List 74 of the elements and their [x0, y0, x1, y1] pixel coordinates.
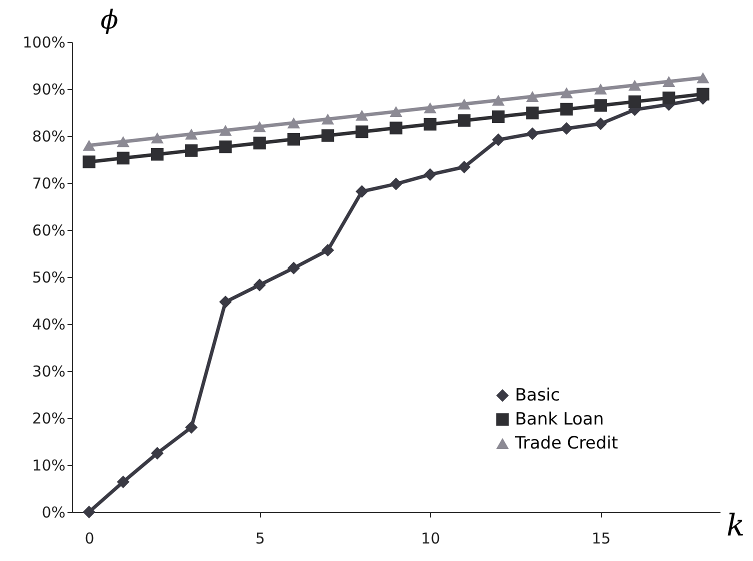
y-tick-label: 40%	[32, 316, 66, 334]
x-tick-label: 5	[255, 530, 265, 548]
y-axis-title: ϕ	[100, 6, 118, 36]
x-axis-title: k	[726, 508, 745, 544]
point	[662, 92, 676, 104]
point	[526, 127, 539, 140]
legend-label: Trade Credit	[514, 434, 618, 454]
point	[390, 106, 402, 118]
point	[526, 91, 539, 102]
point	[424, 168, 436, 181]
point	[696, 88, 710, 100]
point	[356, 110, 368, 121]
point	[458, 114, 471, 127]
x-tick-label: 10	[421, 530, 440, 548]
point	[321, 129, 334, 142]
y-tick-label: 90%	[32, 80, 66, 98]
point	[458, 98, 471, 110]
point	[424, 118, 436, 131]
point	[458, 160, 471, 174]
point	[560, 102, 573, 116]
point	[526, 106, 539, 120]
point	[492, 94, 505, 106]
point	[321, 114, 334, 125]
x-tick-label: 0	[84, 530, 94, 548]
point	[116, 136, 130, 148]
y-tick-label: 30%	[32, 362, 66, 380]
y-tick-label: 20%	[32, 410, 66, 428]
point	[424, 102, 436, 114]
point	[150, 148, 164, 161]
point	[628, 95, 642, 108]
point	[662, 76, 676, 87]
point	[390, 178, 402, 190]
point	[219, 296, 232, 308]
y-tick-label: 60%	[32, 222, 66, 240]
point	[82, 140, 96, 151]
point	[253, 121, 266, 132]
point	[253, 278, 266, 292]
legend-label: Bank Loan	[515, 410, 604, 430]
point	[696, 72, 710, 84]
point	[150, 132, 164, 144]
point	[560, 122, 573, 135]
point	[560, 87, 573, 98]
point	[82, 506, 96, 518]
point	[185, 128, 198, 140]
point	[185, 421, 198, 434]
point	[594, 84, 607, 94]
y-tick-label: 80%	[32, 128, 66, 146]
point	[356, 125, 368, 138]
point	[219, 124, 232, 136]
point	[253, 136, 266, 150]
y-tick-label: 10%	[32, 456, 66, 474]
point	[492, 110, 505, 124]
point	[356, 185, 368, 198]
point	[287, 117, 300, 128]
x-tick-label: 15	[592, 530, 611, 548]
y-tick-label: 70%	[32, 174, 66, 192]
point	[150, 446, 164, 460]
point	[287, 132, 300, 146]
point	[492, 133, 505, 146]
legend-label: Basic	[515, 386, 560, 406]
point	[321, 244, 334, 257]
point	[594, 117, 607, 130]
point	[116, 476, 130, 488]
point	[287, 262, 300, 274]
y-tick-label: 50%	[32, 268, 66, 286]
point	[390, 122, 402, 134]
y-tick-label: 0%	[42, 504, 66, 522]
point	[82, 156, 96, 168]
point	[116, 152, 130, 164]
point	[628, 80, 642, 91]
point	[185, 144, 198, 157]
y-tick-label: 100%	[22, 34, 66, 52]
point	[219, 140, 232, 154]
point	[594, 99, 607, 112]
